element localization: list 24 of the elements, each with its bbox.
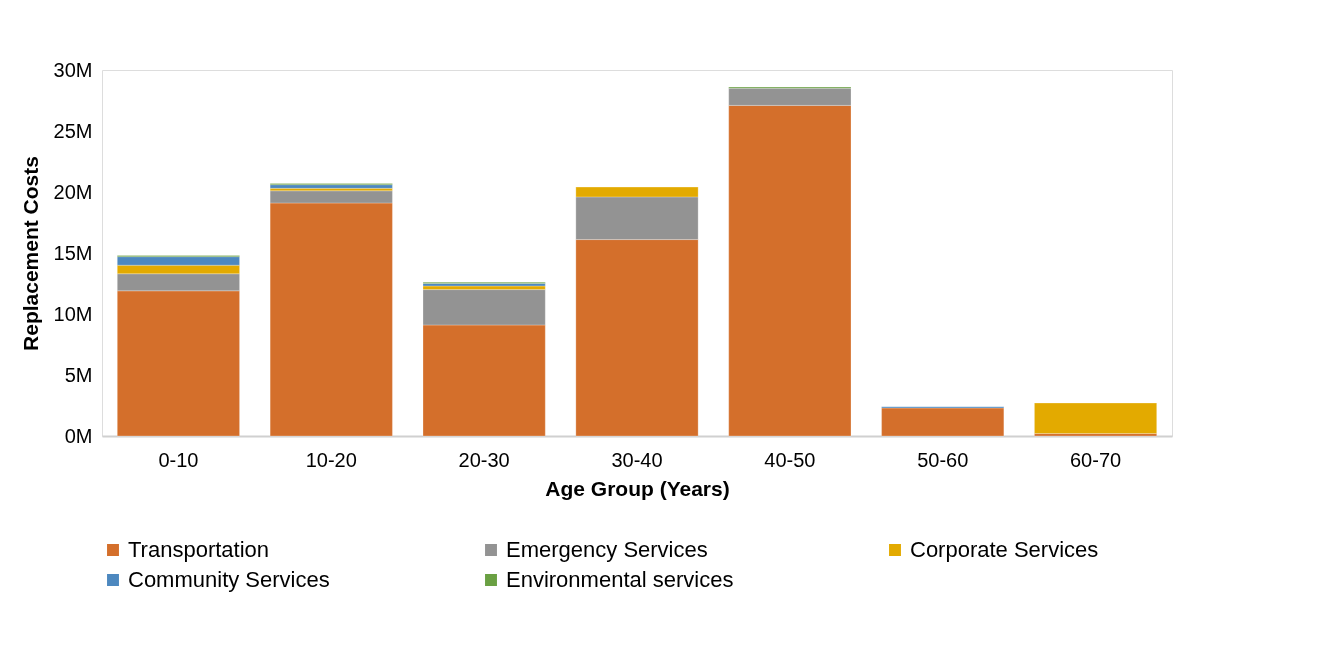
bar bbox=[1034, 402, 1157, 434]
x-tick-label: 60-70 bbox=[1069, 448, 1122, 471]
x-tick-label: 30-40 bbox=[611, 448, 663, 471]
legend-label: Emergency Services bbox=[506, 537, 708, 562]
y-tick-label: 30M bbox=[53, 58, 93, 81]
x-tick-label: 50-60 bbox=[917, 448, 969, 471]
y-tick-label: 20M bbox=[53, 180, 93, 203]
x-axis-title: Age Group (Years) bbox=[545, 476, 730, 500]
x-tick-label: 40-50 bbox=[764, 448, 816, 471]
bar bbox=[269, 184, 393, 189]
legend-label: Transportation bbox=[128, 537, 270, 562]
x-tick-label: 20-30 bbox=[458, 448, 510, 471]
y-tick-label: 15M bbox=[53, 241, 93, 264]
legend-label: Corporate Services bbox=[910, 537, 1099, 562]
y-tick-label: 25M bbox=[53, 119, 93, 142]
x-tick-label: 10-20 bbox=[305, 448, 357, 471]
y-tick-label: 0M bbox=[64, 424, 93, 447]
x-tick-label: 0-10 bbox=[158, 448, 199, 471]
bar bbox=[881, 407, 1005, 437]
legend-label: Community Services bbox=[128, 567, 330, 592]
legend-label: Environmental services bbox=[506, 567, 734, 592]
y-axis-title: Replacement Costs bbox=[18, 156, 42, 351]
y-tick-label: 10M bbox=[53, 302, 93, 325]
y-tick-label: 5M bbox=[64, 363, 93, 386]
